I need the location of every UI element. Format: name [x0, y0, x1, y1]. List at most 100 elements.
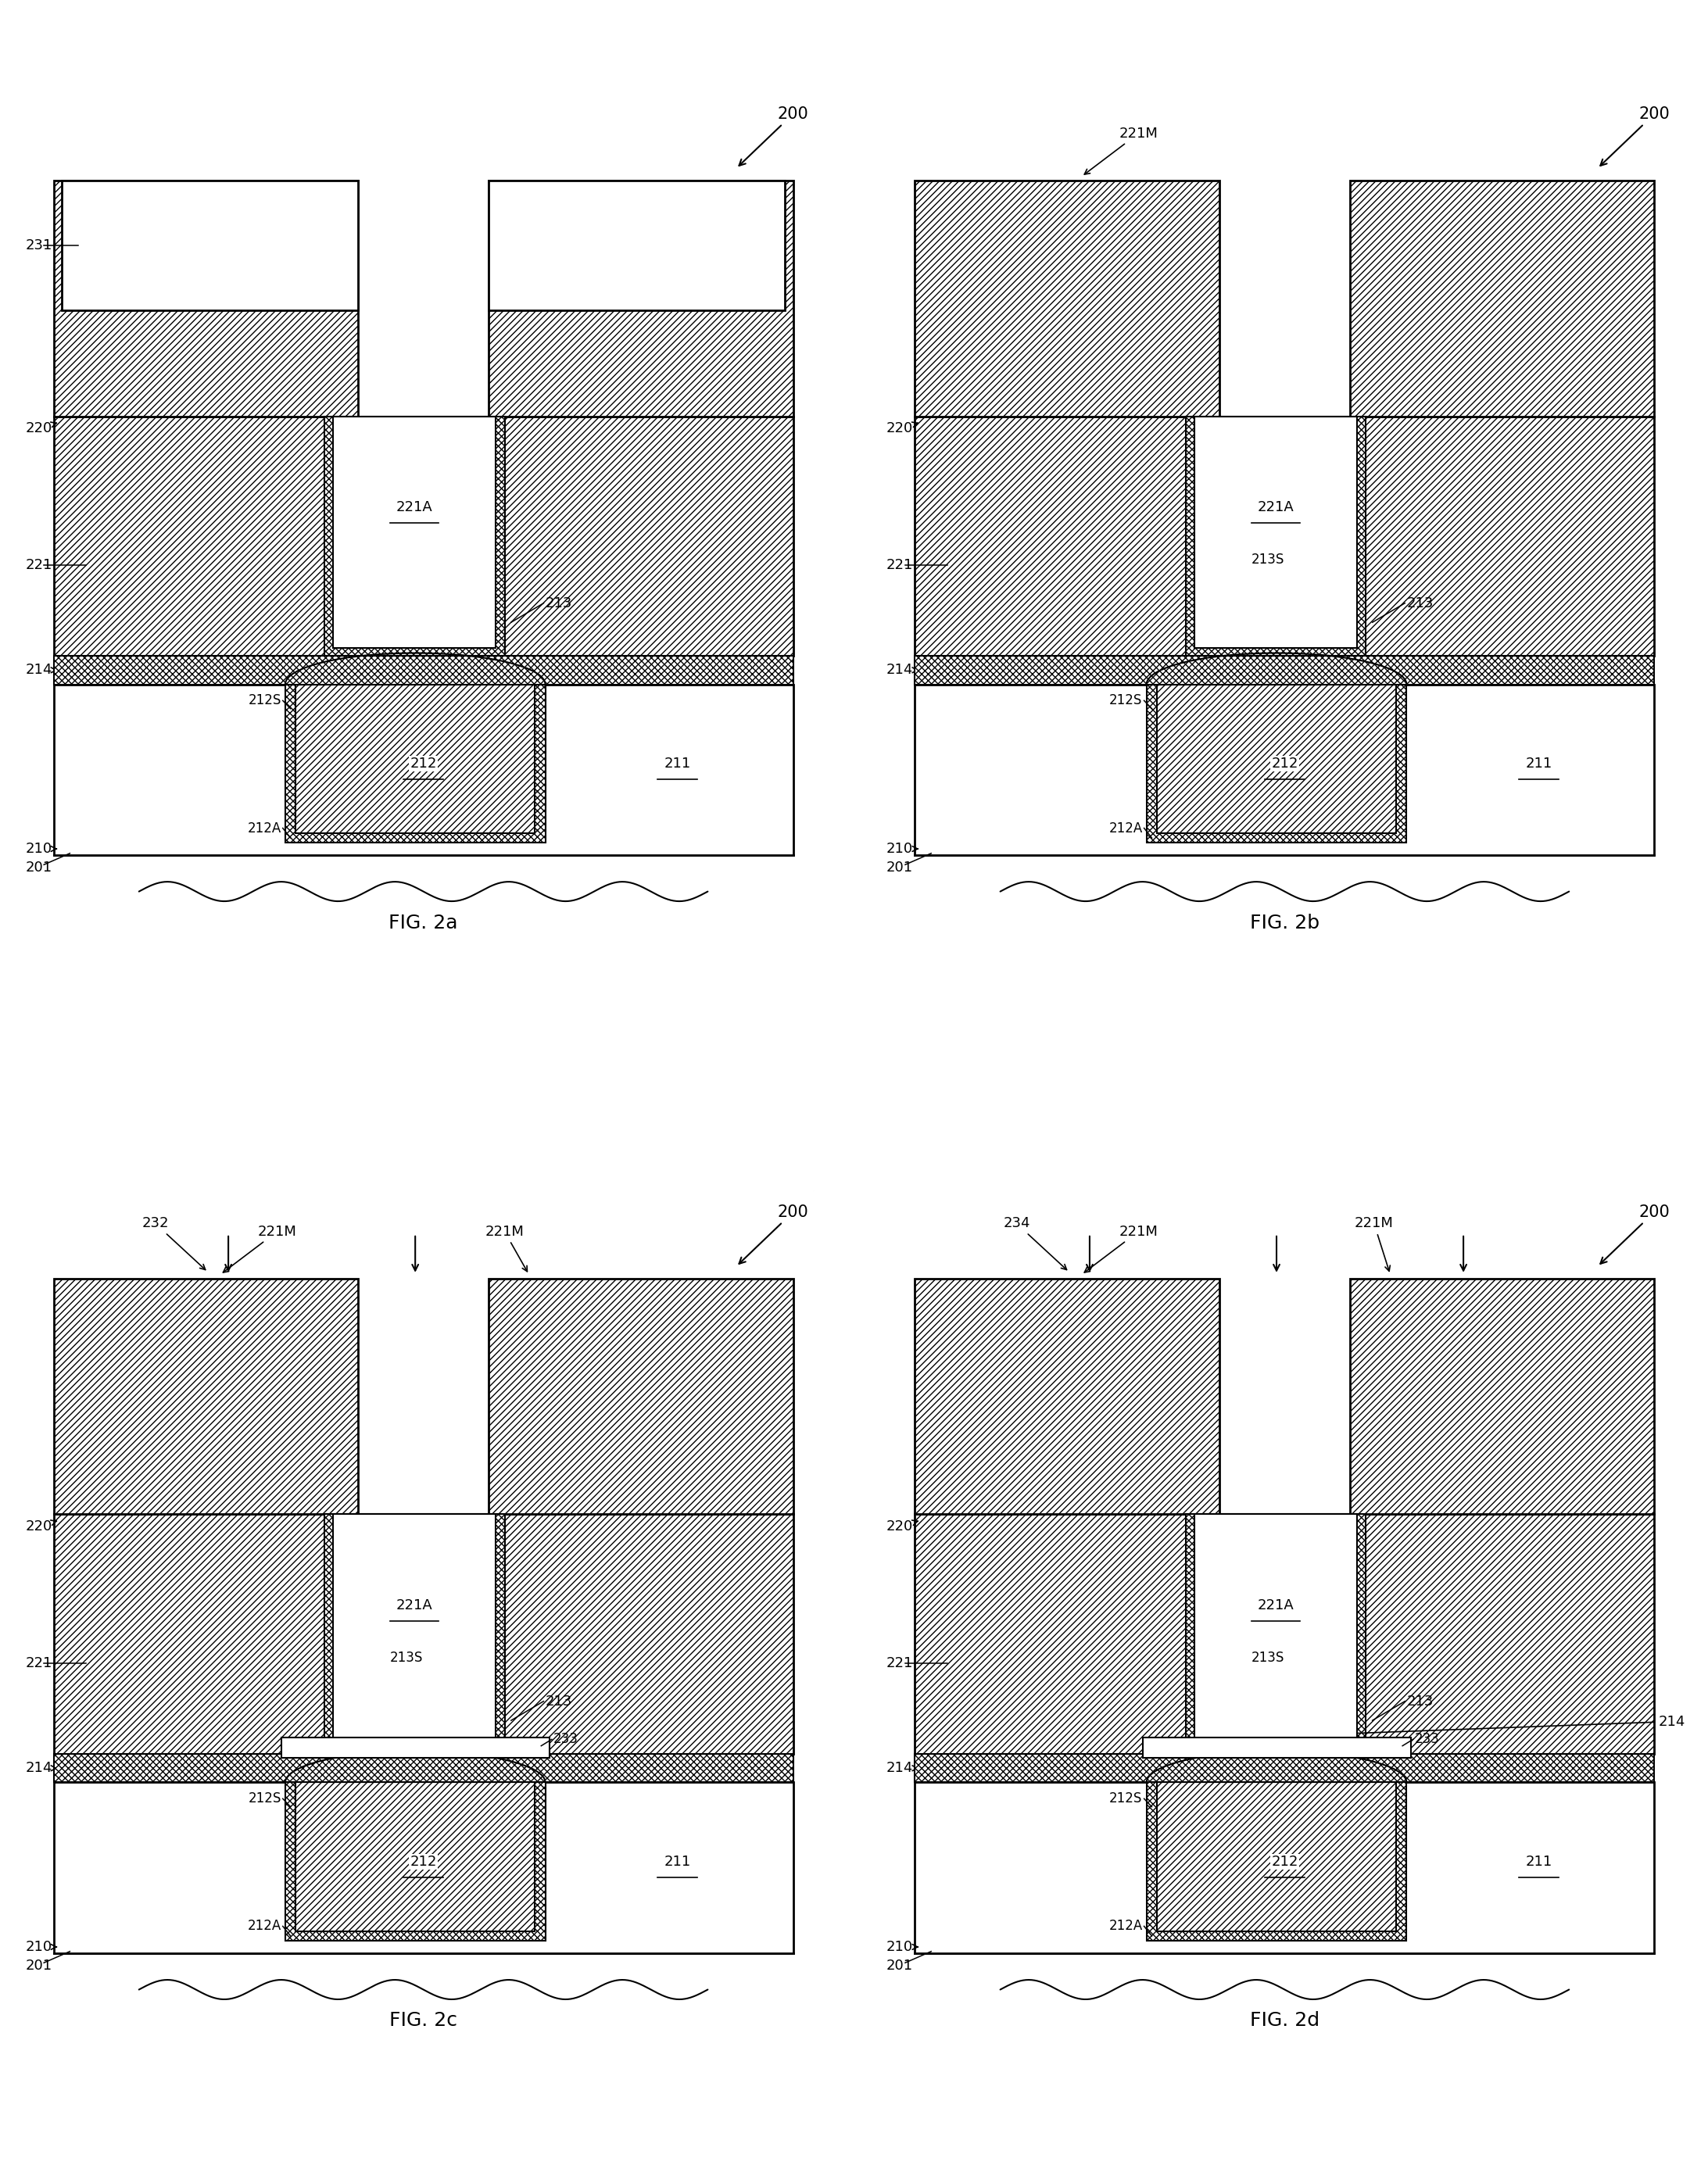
Text: 214: 214 — [886, 1761, 917, 1776]
Bar — [488, 416, 793, 656]
Bar — [488, 181, 786, 311]
Text: 201: 201 — [886, 861, 914, 874]
Text: 213S: 213S — [1250, 552, 1284, 568]
Bar — [1194, 1515, 1356, 1746]
Text: 221M: 221M — [1085, 1224, 1158, 1273]
Text: FIG. 2c: FIG. 2c — [389, 2011, 458, 2031]
Text: 200: 200 — [1600, 106, 1670, 166]
Bar — [53, 1754, 793, 1783]
Bar — [1156, 1783, 1395, 1931]
Text: 221A: 221A — [1257, 501, 1295, 514]
Text: 210: 210 — [26, 1940, 56, 1953]
Bar — [488, 1280, 793, 1515]
Bar — [488, 1515, 793, 1754]
Text: 211: 211 — [664, 1854, 690, 1869]
Text: 221A: 221A — [1257, 1599, 1295, 1612]
Bar — [1349, 1515, 1655, 1754]
Text: 212S: 212S — [1108, 1791, 1143, 1806]
Bar — [1146, 1783, 1406, 1940]
Text: 221: 221 — [26, 557, 51, 572]
Text: 212: 212 — [1271, 1854, 1298, 1869]
Text: 220: 220 — [26, 1519, 56, 1534]
Bar — [333, 1515, 495, 1746]
Bar — [282, 1737, 550, 1759]
Bar — [1185, 416, 1366, 656]
Bar — [915, 1754, 1655, 1783]
Bar — [53, 656, 793, 684]
Text: 200: 200 — [740, 1204, 808, 1265]
Text: 212S: 212S — [1108, 693, 1143, 708]
Text: 212: 212 — [410, 757, 437, 770]
Bar — [53, 684, 793, 855]
Text: 213: 213 — [1406, 1694, 1433, 1709]
Text: 213: 213 — [545, 1694, 572, 1709]
Bar — [915, 1783, 1655, 1953]
Bar — [1156, 684, 1395, 833]
Text: 212: 212 — [1271, 757, 1298, 770]
Text: 231: 231 — [26, 240, 51, 252]
Bar — [915, 684, 1655, 855]
Text: 214: 214 — [886, 663, 917, 678]
Bar — [1143, 1737, 1411, 1759]
Text: FIG. 2b: FIG. 2b — [1250, 913, 1320, 932]
Text: 214: 214 — [1349, 1713, 1686, 1735]
Text: 201: 201 — [26, 861, 51, 874]
Text: 212A: 212A — [1108, 820, 1143, 835]
Text: 200: 200 — [740, 106, 808, 166]
Bar — [1349, 181, 1655, 416]
Bar — [285, 1783, 545, 1940]
Bar — [1349, 416, 1655, 656]
Text: 214: 214 — [26, 1761, 56, 1776]
Bar — [1185, 1515, 1366, 1754]
Bar — [53, 1280, 359, 1515]
Bar — [333, 416, 495, 647]
Text: 213: 213 — [1406, 596, 1433, 611]
Bar — [915, 181, 1220, 416]
Bar — [325, 1515, 504, 1754]
Text: 212A: 212A — [248, 1918, 282, 1934]
Bar — [915, 1515, 1220, 1754]
Bar — [53, 181, 359, 416]
Bar — [295, 684, 535, 833]
Bar — [1349, 1280, 1655, 1515]
Bar — [915, 656, 1655, 684]
Text: 200: 200 — [1600, 1204, 1670, 1265]
Bar — [1146, 684, 1406, 844]
Text: 214: 214 — [26, 663, 56, 678]
Bar — [53, 416, 359, 656]
Text: FIG. 2a: FIG. 2a — [389, 913, 458, 932]
Text: 211: 211 — [1525, 757, 1553, 770]
Text: 232: 232 — [142, 1217, 205, 1269]
Text: 220: 220 — [26, 421, 56, 436]
Bar — [61, 181, 359, 311]
Text: 211: 211 — [1525, 1854, 1553, 1869]
Text: 220: 220 — [886, 421, 917, 436]
Bar — [53, 1783, 793, 1953]
Text: 213S: 213S — [1250, 1651, 1284, 1666]
Text: 221M: 221M — [224, 1224, 297, 1273]
Text: 212A: 212A — [248, 820, 282, 835]
Bar — [915, 416, 1220, 656]
Text: 221M: 221M — [1354, 1217, 1394, 1271]
Text: 221M: 221M — [485, 1224, 528, 1271]
Text: 213: 213 — [545, 596, 572, 611]
Bar — [488, 181, 793, 416]
Bar — [325, 416, 504, 656]
Text: 221M: 221M — [1085, 127, 1158, 175]
Text: 220: 220 — [886, 1519, 917, 1534]
Text: 221A: 221A — [396, 1599, 432, 1612]
Bar — [285, 684, 545, 844]
Text: FIG. 2d: FIG. 2d — [1250, 2011, 1320, 2031]
Text: 213S: 213S — [389, 1651, 424, 1666]
Text: 221A: 221A — [396, 501, 432, 514]
Text: 233: 233 — [553, 1733, 579, 1746]
Text: 221: 221 — [886, 557, 914, 572]
Bar — [295, 1783, 535, 1931]
Text: 212: 212 — [410, 1854, 437, 1869]
Bar — [53, 1515, 359, 1754]
Text: 221: 221 — [886, 1655, 914, 1670]
Bar — [1194, 416, 1356, 647]
Text: 233: 233 — [1414, 1733, 1440, 1746]
Text: 210: 210 — [26, 842, 56, 857]
Text: 234: 234 — [1003, 1217, 1068, 1269]
